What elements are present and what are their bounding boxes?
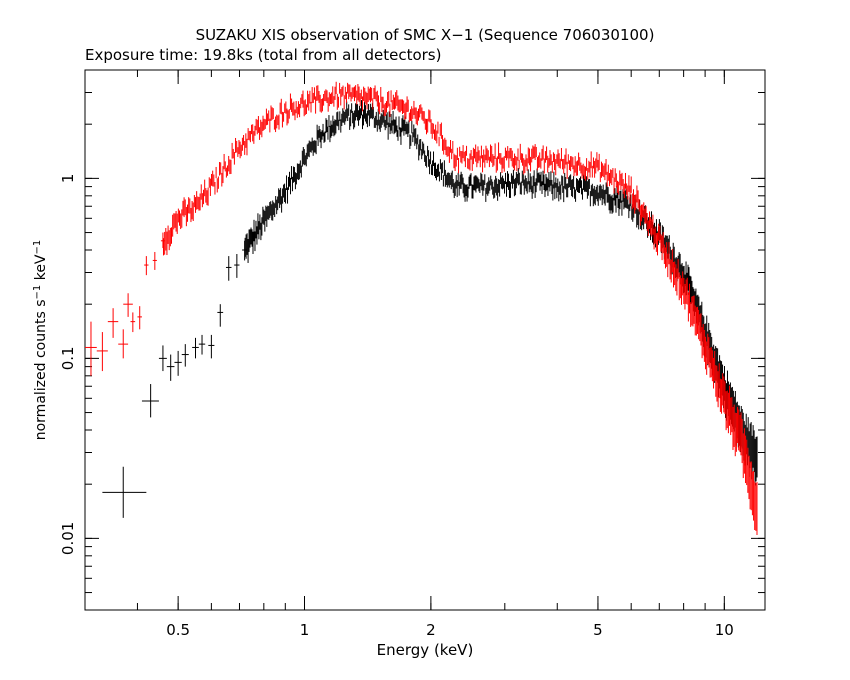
- chart-subtitle: Exposure time: 19.8ks (total from all de…: [85, 46, 441, 64]
- data-point: [137, 306, 142, 330]
- data-point: [208, 334, 215, 359]
- series-0: [102, 100, 758, 518]
- x-tick-label: 1: [300, 621, 310, 639]
- chart-title: SUZAKU XIS observation of SMC X−1 (Seque…: [196, 26, 655, 44]
- data-point: [118, 329, 129, 359]
- data-point: [174, 350, 182, 376]
- data-point: [85, 321, 97, 376]
- x-axis: 0.5 1 2 5 10: [166, 70, 734, 639]
- y-tick-label: 1: [59, 174, 77, 184]
- y-axis: 0.01 0.1 1: [59, 174, 765, 555]
- x-tick-label: 2: [426, 621, 436, 639]
- data-point: [158, 345, 167, 372]
- x-tick-label: 10: [715, 621, 734, 639]
- y-tick-label: 0.1: [59, 346, 77, 370]
- x-tick-label: 5: [593, 621, 603, 639]
- spectrum-series: [85, 81, 758, 536]
- data-point: [123, 293, 133, 317]
- data-point: [141, 384, 159, 418]
- plot-frame: [84, 69, 766, 611]
- data-point: [96, 332, 108, 372]
- data-point: [152, 251, 157, 270]
- data-point: [225, 256, 232, 281]
- data-point: [192, 337, 199, 359]
- data-point: [181, 344, 189, 367]
- data-point: [166, 354, 175, 381]
- data-point: [234, 254, 240, 278]
- series-1: [85, 81, 758, 536]
- data-point: [144, 256, 149, 276]
- data-point: [102, 466, 147, 518]
- y-tick-label: 0.01: [59, 522, 77, 555]
- data-point: [107, 308, 119, 338]
- y-axis-label: normalized counts s−1 keV−1: [32, 240, 50, 441]
- x-axis-label: Energy (keV): [377, 641, 474, 659]
- data-point: [217, 304, 224, 327]
- data-point: [130, 312, 136, 333]
- data-point: [198, 334, 206, 355]
- x-tick-label: 0.5: [166, 621, 190, 639]
